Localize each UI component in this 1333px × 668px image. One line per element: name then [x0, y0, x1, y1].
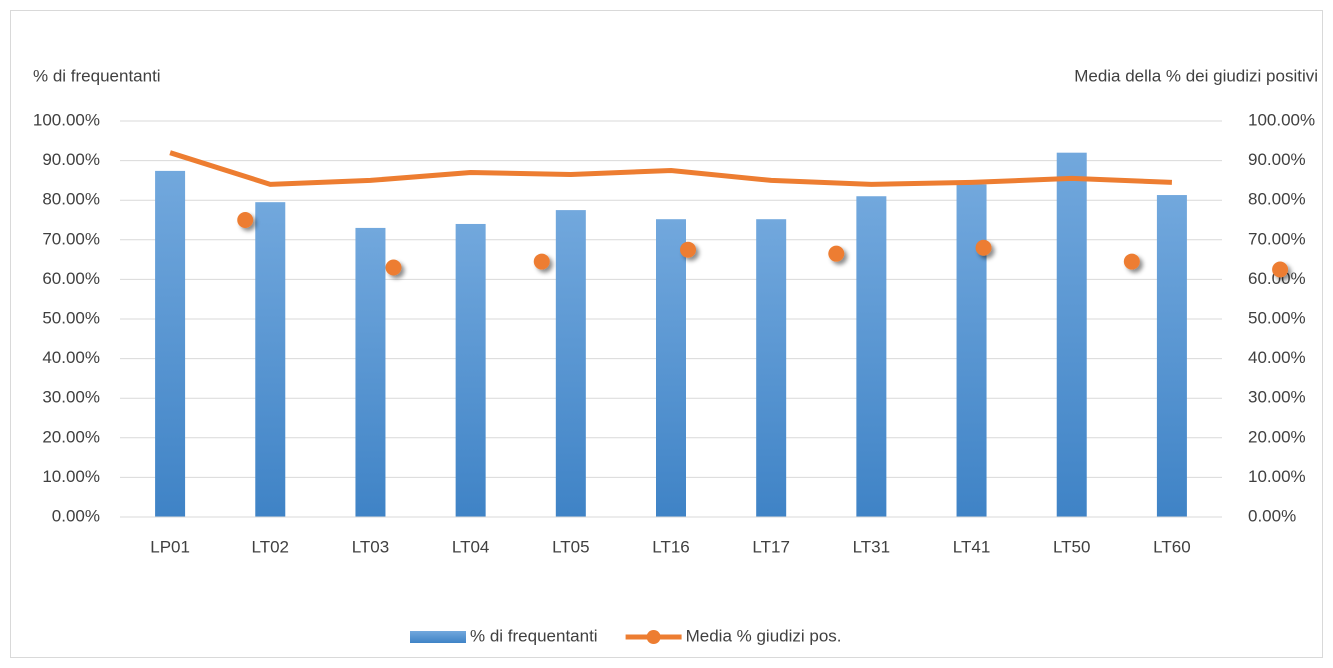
bar: [1156, 195, 1187, 517]
y2-tick-label: 0.00%: [1248, 506, 1296, 525]
marker: [1272, 261, 1289, 278]
marker: [385, 259, 402, 276]
y-tick-label: 10.00%: [42, 467, 100, 486]
marker: [1123, 253, 1140, 270]
marker: [975, 239, 992, 256]
y2-tick-label: 40.00%: [1248, 348, 1306, 367]
legend-label: % di frequentanti: [470, 626, 598, 645]
marker: [533, 253, 550, 270]
marker: [828, 245, 845, 262]
bar: [155, 170, 186, 517]
x-tick-label: LT04: [452, 537, 490, 556]
y2-tick-label: 10.00%: [1248, 467, 1306, 486]
x-tick-label: LT17: [752, 537, 790, 556]
y2-tick-label: 80.00%: [1248, 190, 1306, 209]
x-tick-label: LP01: [150, 537, 190, 556]
y2-tick-label: 60.00%: [1248, 269, 1306, 288]
bar: [756, 219, 787, 517]
bar: [355, 227, 386, 518]
marker: [680, 241, 697, 258]
y2-tick-label: 70.00%: [1248, 229, 1306, 248]
y2-tick-label: 30.00%: [1248, 388, 1306, 407]
legend-label: Media % giudizi pos.: [686, 626, 842, 645]
bar: [555, 210, 586, 517]
y2-axis-title: Media della % dei giudizi positivi: [1074, 66, 1318, 85]
legend-marker: [646, 630, 661, 644]
bar: [455, 223, 486, 517]
bar: [856, 196, 887, 518]
marker: [237, 212, 254, 228]
y-tick-label: 80.00%: [42, 190, 100, 209]
y-tick-label: 50.00%: [42, 308, 100, 327]
y-tick-label: 90.00%: [42, 150, 100, 169]
legend-swatch: [410, 631, 466, 643]
y-tick-label: 60.00%: [42, 269, 100, 288]
y2-tick-label: 20.00%: [1248, 427, 1306, 446]
x-tick-label: LT50: [1053, 537, 1091, 556]
x-tick-label: LT05: [552, 537, 590, 556]
bar: [255, 202, 286, 517]
y-axis-title: % di frequentanti: [33, 66, 161, 85]
x-tick-label: LT03: [352, 537, 390, 556]
y-tick-label: 100.00%: [33, 110, 100, 129]
y2-tick-label: 100.00%: [1248, 110, 1315, 129]
y2-tick-label: 50.00%: [1248, 308, 1306, 327]
x-tick-label: LT60: [1153, 537, 1191, 556]
y-tick-label: 70.00%: [42, 229, 100, 248]
y-tick-label: 40.00%: [42, 348, 100, 367]
bar: [1056, 152, 1087, 517]
x-tick-label: LT31: [853, 537, 891, 556]
x-tick-label: LT41: [953, 537, 991, 556]
bar: [956, 184, 987, 518]
y2-tick-label: 90.00%: [1248, 150, 1306, 169]
y-tick-label: 30.00%: [42, 388, 100, 407]
line: [169, 150, 1173, 187]
y-tick-label: 20.00%: [42, 427, 100, 446]
bar: [656, 219, 686, 517]
y-tick-label: 0.00%: [52, 506, 100, 525]
x-tick-label: LT16: [652, 537, 690, 556]
x-tick-label: LT02: [252, 537, 290, 556]
